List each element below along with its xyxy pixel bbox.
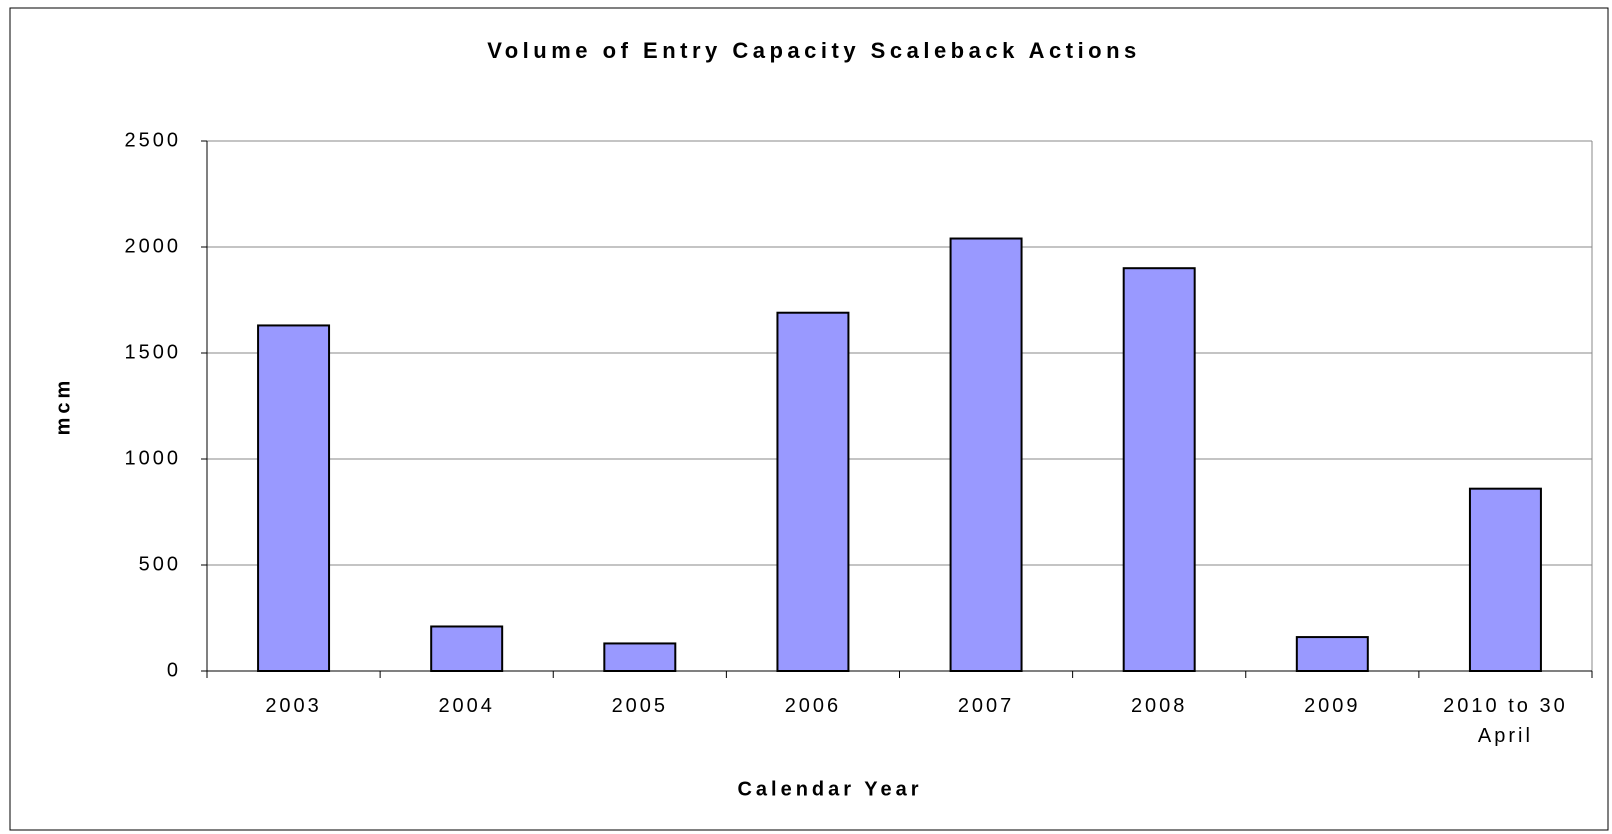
y-tick-label: 0	[167, 659, 181, 681]
bar	[430, 625, 504, 672]
x-axis-title: Calendar Year	[737, 778, 922, 800]
y-tick-label: 2500	[125, 129, 182, 151]
y-tick-label: 1500	[125, 341, 182, 363]
bar	[1122, 267, 1196, 672]
x-tick-label: 2008	[1130, 695, 1188, 717]
y-tick-label: 500	[139, 553, 181, 575]
x-tick-label: 2004	[438, 695, 495, 717]
chart-title: Volume of Entry Capacity Scaleback Actio…	[487, 38, 1141, 63]
y-tick-label: 2000	[125, 235, 182, 257]
y-tick-label: 1000	[125, 447, 182, 469]
bar	[949, 237, 1023, 673]
bar	[1295, 636, 1369, 673]
y-axis-title: mcm	[52, 377, 74, 436]
x-tick-label: 2010 to 30 April	[1443, 695, 1568, 747]
chart-border	[9, 7, 1609, 831]
bar	[1468, 487, 1542, 672]
bar	[603, 642, 677, 673]
x-tick-label: 2006	[784, 695, 842, 717]
bar	[776, 311, 850, 672]
bar	[257, 324, 331, 672]
x-tick-label: 2009	[1304, 695, 1361, 717]
x-tick-label: 2007	[957, 695, 1015, 717]
x-tick-label: 2003	[265, 695, 322, 717]
x-tick-label: 2005	[611, 695, 669, 717]
